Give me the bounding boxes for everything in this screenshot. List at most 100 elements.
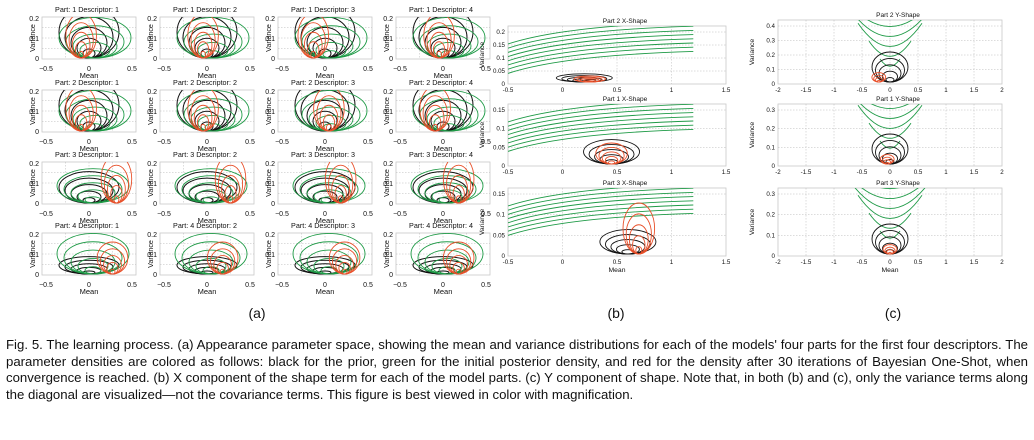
subplot-title: Part 3 Y-Shape — [876, 180, 920, 187]
initial-posterior-contour — [508, 208, 694, 232]
initial-posterior-contour — [879, 140, 901, 149]
subplot-title: Part: 1 Descriptor: 1 — [55, 5, 119, 14]
converged-contour — [341, 268, 348, 275]
y-tick: 0.15 — [493, 107, 506, 114]
x-tick: 0.5 — [481, 211, 491, 218]
subplot-title: Part: 3 Descriptor: 4 — [409, 150, 473, 159]
x-tick: 0 — [87, 66, 91, 73]
x-tick: 1.5 — [970, 169, 979, 176]
y-tick: 0 — [502, 81, 506, 88]
x-tick: −0.5 — [275, 66, 289, 73]
y-tick: 0 — [772, 81, 776, 88]
y-tick: 0.1 — [29, 109, 39, 116]
contours — [174, 162, 248, 204]
initial-posterior-contour — [508, 196, 694, 220]
y-tick: 0 — [153, 129, 157, 136]
panel-b: -0.5 0 0.5 1 1.50.20.150.10.050VariancePart … — [479, 18, 731, 274]
converged-contour — [455, 195, 462, 204]
contours — [854, 188, 926, 255]
x-tick: 1.5 — [970, 259, 979, 266]
converged-contour — [586, 80, 594, 83]
x-tick: −0.5 — [157, 139, 171, 146]
contours — [56, 162, 133, 204]
x-tick: -2 — [775, 87, 781, 94]
x-tick: 0 — [87, 139, 91, 146]
x-tick: 0.5 — [245, 139, 255, 146]
y-tick: 0 — [772, 163, 776, 170]
initial-posterior-contour — [508, 128, 694, 152]
converged-contour — [109, 268, 116, 275]
initial-posterior-contour — [508, 26, 624, 45]
x-tick: 0 — [441, 66, 445, 73]
y-axis-label: Variance — [264, 97, 273, 125]
y-tick: 0.2 — [29, 16, 39, 23]
subplot-title: Part: 3 Descriptor: 3 — [291, 150, 355, 159]
x-tick: -2 — [775, 169, 781, 176]
subplot-a-r4-c3: Part: 4 Descriptor: 3−0.5 0 0.5Mean0.20.10… — [264, 221, 373, 296]
y-axis-label: Variance — [146, 169, 155, 197]
x-tick: 0 — [323, 282, 327, 289]
contours — [58, 90, 132, 132]
x-tick: 1.5 — [722, 259, 731, 266]
x-tick: -1.5 — [801, 87, 812, 94]
initial-posterior-contour — [202, 266, 220, 275]
x-tick: 1 — [670, 169, 674, 176]
x-tick: −0.5 — [157, 211, 171, 218]
y-tick: 0 — [271, 129, 275, 136]
subplot-a-r1-c3: Part: 1 Descriptor: 3−0.5 0 0.5Mean0.20.10… — [264, 5, 373, 80]
initial-posterior-contour — [508, 34, 694, 58]
y-tick: 0 — [35, 129, 39, 136]
converged-contour — [432, 123, 439, 132]
x-tick: −0.5 — [39, 66, 53, 73]
initial-posterior-contour — [854, 188, 926, 209]
y-tick: 0 — [772, 253, 776, 260]
y-axis-label: Variance — [28, 240, 37, 268]
initial-posterior-contour — [857, 22, 923, 47]
y-tick: 0.2 — [766, 212, 775, 219]
x-tick: 0 — [888, 169, 892, 176]
y-tick: 0.2 — [265, 232, 275, 239]
y-tick: 0.05 — [493, 68, 506, 75]
x-tick: −0.5 — [275, 211, 289, 218]
x-axis-label: Mean — [434, 287, 453, 296]
initial-posterior-contour — [508, 120, 694, 144]
x-tick: 0.5 — [363, 211, 373, 218]
x-tick: 1.5 — [722, 87, 731, 94]
initial-posterior-contour — [508, 116, 694, 140]
y-tick: 0.2 — [766, 126, 775, 133]
x-tick: 2 — [1000, 259, 1004, 266]
y-tick: 0 — [153, 272, 157, 279]
x-tick: 0 — [888, 259, 892, 266]
y-tick: 0.2 — [29, 89, 39, 96]
x-axis-label: Mean — [434, 216, 453, 225]
converged-contour — [455, 268, 462, 275]
initial-posterior-contour — [508, 107, 694, 131]
x-axis-label: Mean — [80, 216, 99, 225]
x-axis-label: Mean — [80, 144, 99, 153]
subplot-title: Part: 1 Descriptor: 4 — [409, 5, 473, 14]
initial-posterior-contour — [870, 104, 910, 109]
x-tick: 0.5 — [245, 211, 255, 218]
x-tick: -1.5 — [801, 169, 812, 176]
x-tick: 0.5 — [363, 66, 373, 73]
y-tick: 0.1 — [29, 36, 39, 43]
x-tick: −0.5 — [393, 211, 407, 218]
y-tick: 0.3 — [766, 38, 775, 45]
x-tick: 0 — [888, 87, 892, 94]
x-tick: 0 — [323, 139, 327, 146]
y-tick: 0.1 — [265, 109, 275, 116]
y-tick: 0.2 — [265, 89, 275, 96]
y-tick: 0.3 — [766, 107, 775, 114]
y-tick: 0.2 — [383, 16, 393, 23]
initial-posterior-contour — [508, 112, 694, 136]
y-tick: 0 — [271, 201, 275, 208]
y-tick: 0.2 — [496, 29, 505, 36]
initial-posterior-contour — [84, 196, 102, 204]
y-tick: 0.2 — [383, 161, 393, 168]
y-axis-label: Variance — [749, 122, 756, 149]
y-tick: 0 — [35, 201, 39, 208]
converged-contour — [876, 79, 881, 83]
x-tick: 0.5 — [914, 259, 923, 266]
